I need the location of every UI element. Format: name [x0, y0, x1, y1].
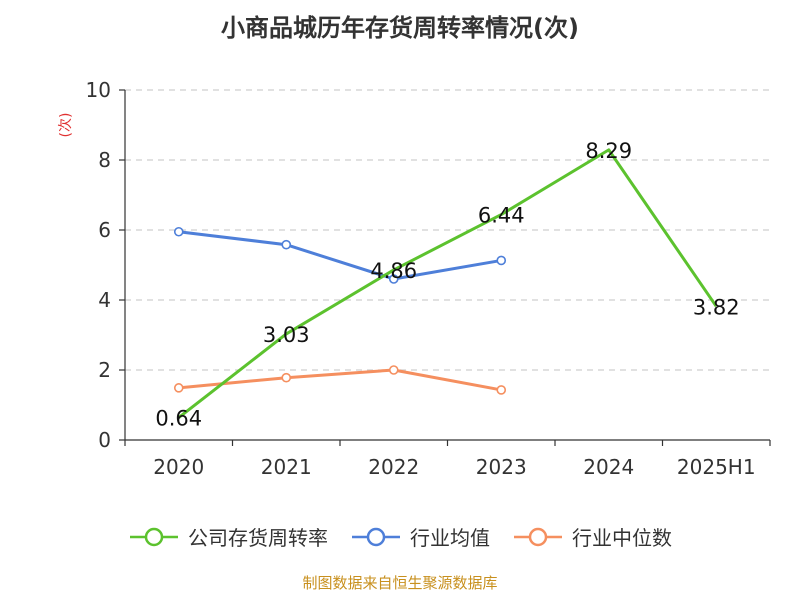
- legend-label: 公司存货周转率: [188, 526, 328, 550]
- legend-item: 行业均值: [350, 522, 490, 551]
- grid-layer: [125, 89, 770, 371]
- y-tick-label: 10: [86, 78, 111, 102]
- legend-item: 行业中位数: [512, 522, 672, 551]
- y-axis-label: (次): [58, 113, 74, 138]
- data-point: [281, 239, 292, 250]
- x-tick-label: 2021: [261, 455, 312, 479]
- legend-label: 行业均值: [410, 526, 490, 550]
- legend-swatch: [514, 527, 562, 546]
- legend-item: 公司存货周转率: [128, 522, 328, 551]
- x-tick-label: 2024: [583, 455, 634, 479]
- data-label: 6.44: [478, 204, 525, 228]
- source-note: 制图数据来自恒生聚源数据库: [302, 574, 498, 592]
- x-tick-label: 2020: [153, 455, 204, 479]
- y-tick-label: 2: [98, 358, 111, 382]
- axis-layer: 0 2 4 6 8 10 2020 2021 2022 2023 2024 2025H1 (次): [58, 78, 771, 479]
- y-tick-label: 0: [98, 428, 111, 452]
- y-tick-label: 4: [98, 288, 111, 312]
- data-point: [388, 365, 399, 375]
- data-point: [173, 383, 184, 393]
- data-label: 0.64: [155, 407, 202, 431]
- data-label: 3.82: [693, 295, 740, 319]
- data-label-layer: 0.64 3.03 4.86 6.44 8.29 3.82: [155, 139, 739, 431]
- legend-label: 行业中位数: [572, 526, 672, 550]
- y-tick-label: 6: [98, 218, 111, 242]
- data-point: [281, 372, 292, 383]
- data-point: [173, 226, 184, 237]
- x-tick-label: 2022: [368, 455, 419, 479]
- legend-swatch: [352, 527, 400, 546]
- data-label: 3.03: [263, 323, 310, 347]
- legend: 公司存货周转率 行业均值 行业中位数: [0, 522, 800, 551]
- chart-title: 小商品城历年存货周转率情况(次): [221, 14, 579, 42]
- series-line: [178, 230, 502, 281]
- data-point: [496, 385, 507, 395]
- series-layer: [173, 148, 718, 419]
- data-label: 8.29: [585, 139, 632, 163]
- x-tick-label: 2025H1: [677, 455, 756, 479]
- data-label: 4.86: [370, 259, 417, 283]
- legend-swatch: [130, 527, 178, 546]
- data-point: [388, 274, 399, 284]
- y-tick-label: 8: [98, 148, 111, 172]
- data-point: [496, 255, 507, 266]
- series-line: [177, 148, 718, 419]
- x-tick-label: 2023: [476, 455, 527, 479]
- series-line: [178, 368, 502, 392]
